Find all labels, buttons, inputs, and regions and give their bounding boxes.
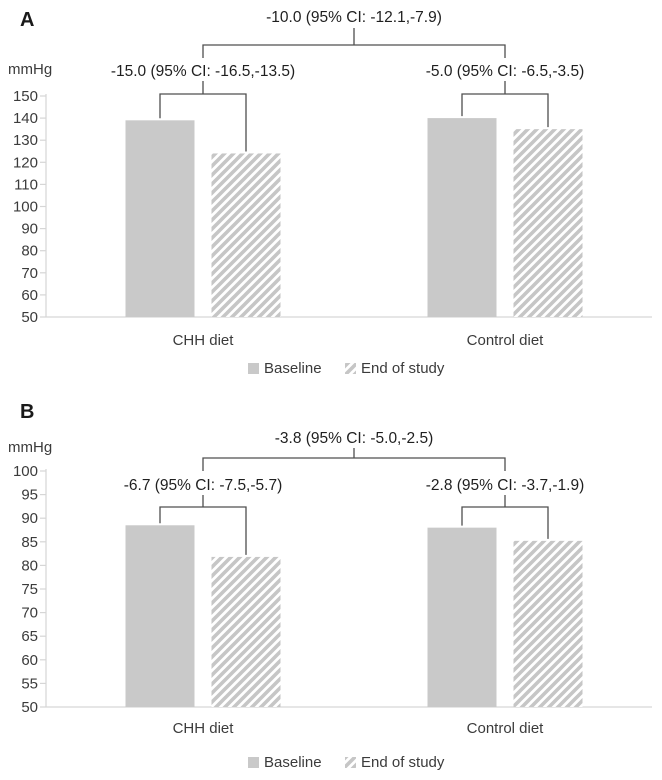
bar-end-of-study-chh-diet (211, 556, 281, 707)
legend-swatch-end-of-study (345, 757, 356, 768)
y-tick-label: 70 (21, 265, 38, 282)
y-tick-label: 150 (13, 88, 38, 105)
y-axis-title: mmHg (8, 439, 52, 456)
bar-baseline-chh-diet (125, 120, 195, 317)
x-category-label-control-diet: Control diet (467, 332, 545, 349)
y-tick-label: 60 (21, 287, 38, 304)
bar-end-of-study-control-diet (513, 129, 583, 317)
y-tick-label: 140 (13, 110, 38, 127)
overall-annotation: -10.0 (95% CI: -12.1,-7.9) (266, 9, 442, 26)
x-category-label-chh-diet: CHH diet (173, 720, 235, 737)
panel-label-a: A (20, 9, 34, 31)
y-tick-label: 95 (21, 487, 38, 504)
legend-label-baseline: Baseline (264, 360, 322, 377)
y-tick-label: 85 (21, 534, 38, 551)
y-tick-label: 100 (13, 463, 38, 480)
legend-label-baseline: Baseline (264, 754, 322, 771)
group-annotation-control-diet: -2.8 (95% CI: -3.7,-1.9) (426, 477, 585, 494)
bar-end-of-study-control-diet (513, 540, 583, 707)
y-tick-label: 50 (21, 309, 38, 326)
y-tick-label: 110 (14, 176, 38, 193)
y-tick-label: 65 (21, 628, 38, 645)
y-tick-label: 130 (13, 132, 38, 149)
legend-label-end-of-study: End of study (361, 754, 445, 771)
y-tick-label: 75 (21, 581, 38, 598)
group-annotation-chh-diet: -6.7 (95% CI: -7.5,-5.7) (124, 477, 283, 494)
y-tick-label: 80 (21, 243, 38, 260)
bar-end-of-study-chh-diet (211, 153, 281, 317)
overall-bracket (202, 457, 506, 471)
group-annotation-control-diet: -5.0 (95% CI: -6.5,-3.5) (426, 63, 585, 80)
group-annotation-chh-diet: -15.0 (95% CI: -16.5,-13.5) (111, 63, 295, 80)
x-category-label-chh-diet: CHH diet (173, 332, 235, 349)
y-tick-label: 50 (21, 699, 38, 716)
y-tick-label: 70 (21, 605, 38, 622)
y-tick-label: 120 (13, 154, 38, 171)
y-tick-label: 55 (21, 675, 38, 692)
y-tick-label: 90 (21, 221, 38, 238)
legend-swatch-end-of-study (345, 363, 356, 374)
panel-label-b: B (20, 401, 34, 423)
bar-baseline-chh-diet (125, 525, 195, 707)
legend-swatch-baseline (248, 757, 259, 768)
y-tick-label: 60 (21, 652, 38, 669)
legend-label-end-of-study: End of study (361, 360, 445, 377)
overall-bracket (202, 44, 506, 58)
bar-baseline-control-diet (427, 118, 497, 317)
y-tick-label: 90 (21, 510, 38, 527)
y-tick-label: 100 (13, 199, 38, 216)
y-axis-title: mmHg (8, 61, 52, 78)
y-tick-label: 80 (21, 557, 38, 574)
overall-annotation: -3.8 (95% CI: -5.0,-2.5) (275, 430, 434, 447)
x-category-label-control-diet: Control diet (467, 720, 545, 737)
bar-baseline-control-diet (427, 527, 497, 707)
legend-swatch-baseline (248, 363, 259, 374)
